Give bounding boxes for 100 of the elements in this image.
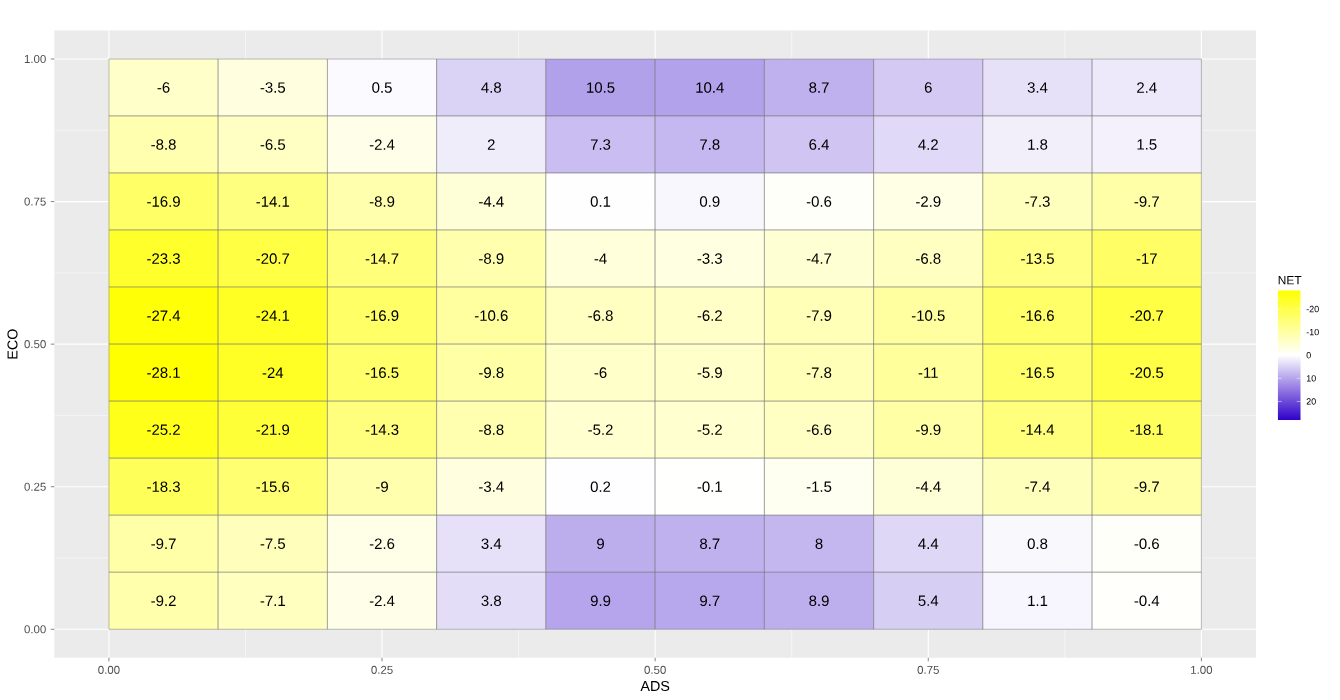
data-label: -16.5 (365, 367, 399, 378)
data-label: 6 (924, 82, 932, 93)
data-label: -7.1 (260, 595, 285, 606)
x-tick-label: 0.25 (371, 665, 393, 674)
x-tick-label: 1.00 (1191, 665, 1213, 674)
data-label: -9 (376, 481, 388, 492)
data-label: -16.9 (147, 196, 180, 207)
data-label: -1.5 (806, 481, 832, 492)
data-label: -25.2 (147, 424, 180, 435)
data-label: -9.7 (1134, 196, 1159, 207)
data-label: 4.4 (918, 538, 939, 549)
data-label: -0.6 (1134, 538, 1159, 550)
data-label: -5.2 (697, 424, 722, 435)
data-label: 7.8 (700, 139, 720, 150)
data-label: -5.2 (588, 424, 613, 435)
data-label: -8.9 (479, 253, 504, 264)
data-label: 3.4 (481, 538, 502, 550)
data-label: 8.7 (809, 82, 829, 93)
y-tick-label: 0.25 (24, 482, 46, 491)
data-label: 10.5 (587, 82, 615, 93)
data-label: -27.4 (147, 310, 181, 321)
data-label: -7.9 (806, 310, 832, 321)
data-label: -6 (594, 367, 607, 378)
data-label: -9.2 (151, 595, 176, 607)
data-label: 5.4 (918, 595, 939, 606)
data-label: 2 (487, 139, 495, 150)
color-bar-label: -10 (1306, 328, 1319, 336)
color-bar-label: 0 (1306, 352, 1311, 359)
data-label: -15.6 (256, 481, 290, 492)
data-label: -14.1 (256, 196, 290, 207)
data-label: -9.9 (916, 424, 941, 435)
data-label: 0.2 (590, 481, 611, 492)
y-tick-label: 1.00 (24, 54, 46, 64)
data-label: 2.4 (1137, 82, 1157, 93)
data-label: -9.8 (479, 367, 504, 378)
data-label: 1.1 (1028, 595, 1048, 606)
data-label: -7.5 (260, 538, 286, 549)
data-label: 9.9 (590, 595, 611, 607)
color-bar-title: NET (1278, 276, 1302, 285)
data-label: -13.5 (1021, 253, 1054, 264)
data-label: 10.4 (696, 82, 724, 93)
data-label: -14.7 (365, 253, 399, 264)
data-label: -18.1 (1130, 424, 1164, 435)
y-tick-label: 0.50 (24, 340, 46, 349)
color-bar-label: 20 (1306, 398, 1316, 405)
data-label: -10.5 (911, 310, 945, 321)
data-label: 0.9 (699, 196, 720, 207)
data-label: -3.4 (479, 481, 504, 492)
data-label: 8.7 (700, 538, 720, 550)
data-label: -8.8 (151, 139, 176, 150)
data-label: -24 (262, 367, 284, 378)
data-label: -21.9 (256, 424, 290, 435)
data-label: -9.7 (1134, 481, 1159, 492)
data-label: -2.9 (916, 196, 941, 207)
data-label: -5.9 (697, 367, 722, 378)
data-label: -2.4 (369, 139, 395, 150)
x-axis-title: ADS (640, 680, 670, 692)
data-label: -8.8 (479, 424, 504, 435)
data-label: -14.3 (365, 424, 399, 435)
data-label: -0.1 (697, 481, 722, 492)
data-label: -11 (918, 367, 938, 378)
data-label: -16.9 (365, 310, 399, 321)
data-label: -28.1 (147, 367, 180, 378)
data-label: -8.9 (369, 196, 395, 207)
data-label: -16.6 (1021, 310, 1054, 321)
data-label: -20.7 (1130, 310, 1164, 321)
data-label: -16.5 (1021, 367, 1054, 378)
data-label: -7.4 (1025, 481, 1050, 492)
data-label: -6 (157, 82, 170, 93)
x-tick-label: 0.50 (644, 665, 666, 674)
data-label: 6.4 (809, 139, 829, 150)
color-bar-label: -20 (1306, 305, 1319, 313)
data-label: 3.4 (1027, 82, 1048, 93)
data-label: 8.9 (809, 595, 829, 607)
data-label: -20.5 (1130, 367, 1164, 378)
data-label: -7.3 (1025, 196, 1050, 207)
data-label: 1.8 (1028, 139, 1048, 150)
y-tick-label: 0.75 (24, 197, 46, 206)
data-label: -4.4 (479, 196, 504, 207)
x-tick-label: 0.75 (917, 665, 939, 674)
data-label: -6.2 (697, 310, 722, 321)
data-label: -4.7 (806, 253, 832, 264)
data-label: -18.3 (147, 481, 180, 492)
data-label: 0.8 (1027, 538, 1048, 550)
data-label: -6.6 (806, 424, 832, 435)
data-label: 4.8 (481, 82, 502, 93)
data-label: -14.4 (1021, 424, 1055, 435)
data-label: 0.5 (372, 82, 392, 93)
data-label: -4 (594, 253, 607, 264)
x-tick-label: 0.00 (98, 665, 120, 674)
data-label: -0.6 (806, 196, 832, 207)
y-axis-title: ECO (7, 329, 18, 359)
data-label: 8 (815, 538, 823, 550)
data-label: -3.3 (697, 253, 722, 264)
data-label: -6.8 (588, 310, 613, 321)
color-bar-label: 10 (1306, 375, 1316, 382)
data-label: -23.3 (147, 253, 180, 264)
data-label: 3.8 (481, 595, 502, 607)
data-label: -6.5 (260, 139, 286, 150)
data-label: 4.2 (918, 139, 938, 150)
